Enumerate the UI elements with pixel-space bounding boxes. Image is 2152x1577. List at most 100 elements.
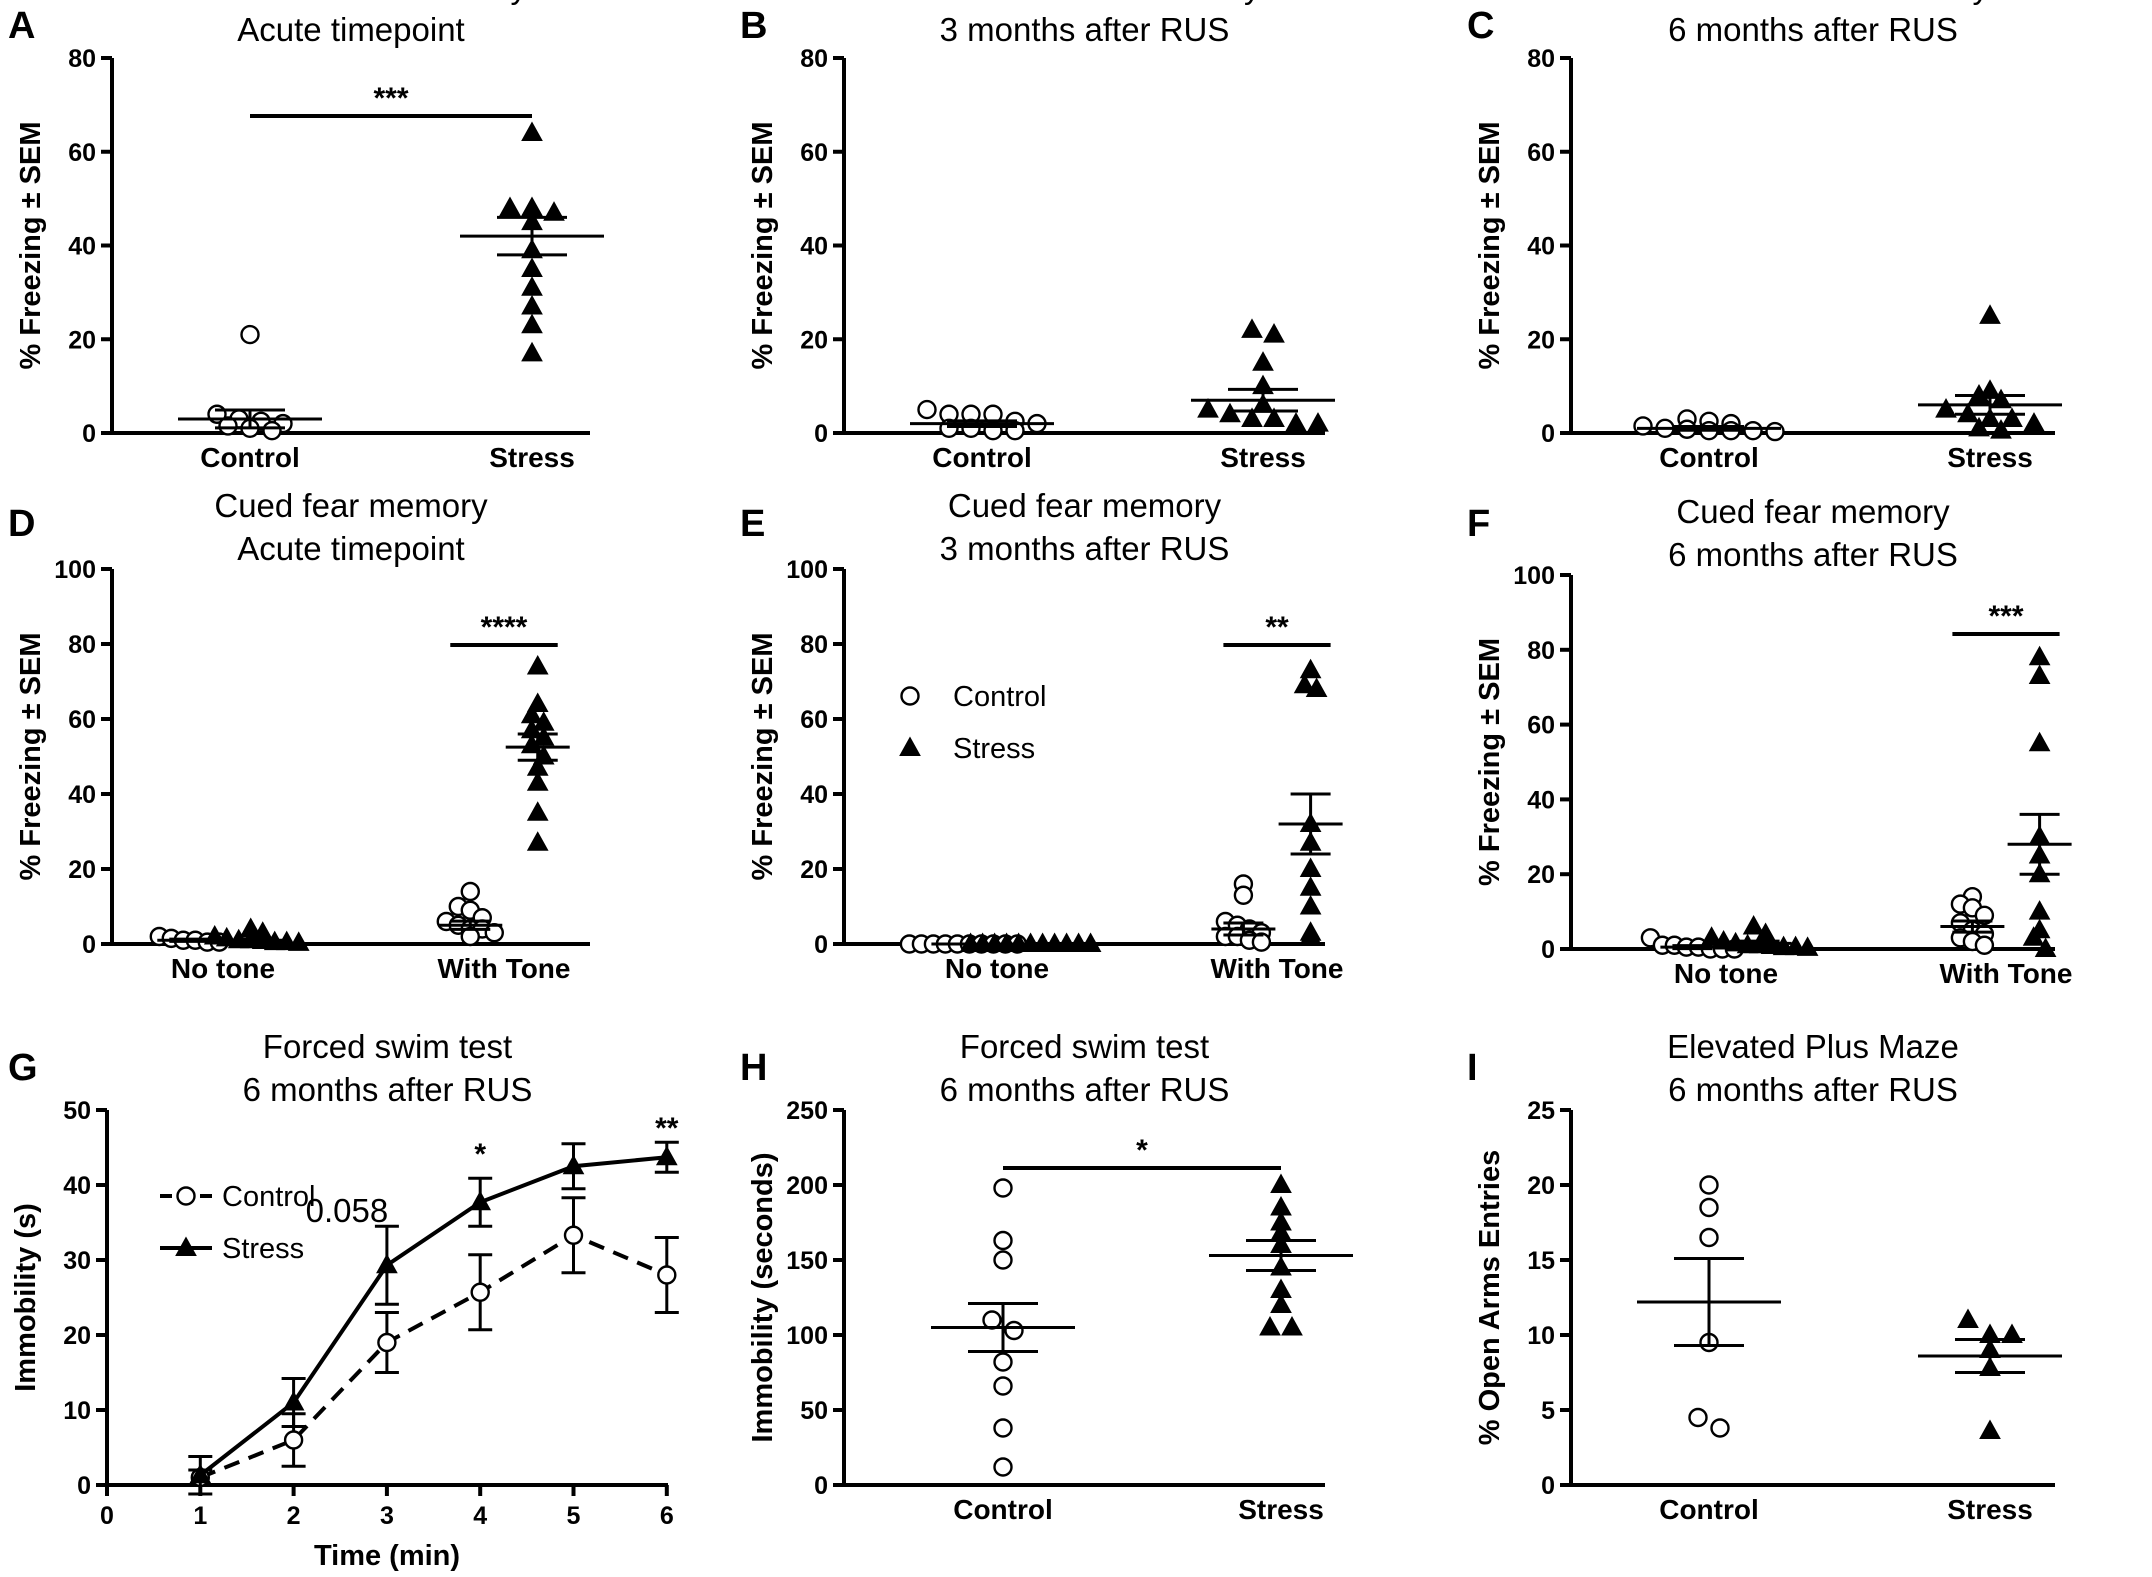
- panel-f: F Cued fear memory 6 months after RUS 0 20 40…: [1467, 493, 2072, 989]
- data-point: [543, 201, 565, 221]
- y-tick-label: 20: [1527, 861, 1555, 889]
- significance-label: ***: [1988, 600, 2023, 633]
- legend-label: Stress: [222, 1233, 304, 1265]
- x-category-label: Control: [932, 442, 1032, 473]
- data-point: [993, 1457, 1013, 1477]
- data-point: [1979, 304, 2001, 324]
- data-point: [1004, 1320, 1024, 1341]
- y-axis-label: % Freezing ± SEM: [747, 122, 779, 370]
- data-point: [262, 420, 282, 441]
- significance-label: ****: [481, 611, 528, 644]
- panel-b: B Contextual fear memory 3 months after RU…: [740, 0, 1335, 473]
- panel-letter: H: [740, 1047, 767, 1089]
- data-point: [1219, 402, 1241, 423]
- data-point: [917, 399, 937, 420]
- data-point: [1263, 407, 1285, 427]
- y-axis-label: % Open Arms Entries: [1474, 1150, 1506, 1445]
- data-point: [499, 196, 521, 216]
- data-point: [1299, 857, 1322, 877]
- data-point: [460, 881, 480, 902]
- y-tick-label: 5: [1541, 1397, 1555, 1425]
- y-axis-label: Immobility (s): [10, 1203, 42, 1392]
- chart-title: Cued fear memory: [1676, 493, 1950, 530]
- data-point: [1307, 412, 1329, 432]
- y-tick-label: 100: [1513, 562, 1555, 590]
- chart-title: Cued fear memory: [948, 487, 1222, 524]
- data-point: [1197, 398, 1219, 418]
- data-point: [526, 801, 549, 821]
- y-tick-label: 0: [814, 1472, 828, 1500]
- chart-title: 6 months after RUS: [1668, 536, 1958, 573]
- y-tick-label: 10: [63, 1397, 91, 1425]
- panel-c: C Contextual fear memory 6 months after RU…: [1467, 0, 2062, 473]
- chart-title: Contextual fear memory: [1637, 0, 1990, 5]
- data-point: [283, 1430, 304, 1450]
- data-point: [282, 1390, 305, 1411]
- data-point: [1699, 1197, 1719, 1218]
- data-point: [1252, 351, 1274, 371]
- x-tick-label: 3: [380, 1502, 394, 1530]
- data-point: [1710, 1418, 1730, 1438]
- data-point: [993, 1250, 1013, 1270]
- data-point: [562, 1154, 585, 1175]
- data-point: [1633, 416, 1653, 436]
- data-point: [377, 1332, 397, 1353]
- panel-h: H Forced swim test 6 months after RUS 0 50 10…: [740, 1028, 1353, 1525]
- data-point: [2028, 645, 2051, 666]
- chart-title: Contextual fear memory: [175, 0, 528, 5]
- x-category-label: No tone: [1674, 958, 1778, 989]
- y-tick-label: 15: [1527, 1247, 1555, 1275]
- data-point: [1299, 876, 1322, 896]
- x-tick-label: 5: [567, 1502, 581, 1530]
- y-tick-label: 0: [814, 420, 828, 448]
- y-tick-label: 100: [786, 556, 828, 584]
- data-point: [993, 1376, 1013, 1396]
- data-point: [526, 831, 549, 851]
- data-point: [287, 931, 310, 951]
- data-point: [655, 1145, 678, 1166]
- data-point: [1688, 1407, 1708, 1428]
- series-line: [199, 1155, 667, 1477]
- y-axis-label: Immobility (seconds): [747, 1152, 779, 1442]
- y-axis-label: % Freezing ± SEM: [747, 633, 779, 881]
- x-tick-label: 0: [100, 1502, 114, 1530]
- y-tick-label: 80: [800, 45, 828, 73]
- legend-marker: [176, 1186, 196, 1206]
- y-tick-label: 0: [1541, 936, 1555, 964]
- x-category-label: With Tone: [1940, 958, 2073, 989]
- x-category-label: Control: [1659, 442, 1759, 473]
- significance-label: **: [1265, 611, 1289, 644]
- data-point: [521, 294, 543, 315]
- panel-letter: A: [8, 5, 35, 47]
- data-point: [2034, 937, 2057, 957]
- y-tick-label: 20: [68, 326, 96, 354]
- data-point: [993, 1352, 1013, 1372]
- x-category-label: Stress: [1947, 1494, 2033, 1525]
- y-tick-label: 100: [786, 1322, 828, 1350]
- annotation-label: *: [474, 1138, 486, 1171]
- chart-title: Forced swim test: [960, 1028, 1209, 1065]
- data-point: [1957, 1308, 1979, 1328]
- data-point: [1299, 924, 1322, 945]
- chart-title: Acute timepoint: [237, 11, 464, 48]
- data-point: [1699, 1227, 1719, 1248]
- data-point: [1968, 416, 1990, 437]
- y-tick-label: 30: [63, 1247, 91, 1275]
- x-tick-label: 1: [193, 1502, 207, 1530]
- chart-title: 6 months after RUS: [243, 1071, 533, 1108]
- data-point: [1079, 932, 1102, 952]
- data-point: [1765, 421, 1785, 442]
- data-point: [470, 1282, 490, 1302]
- y-tick-label: 50: [800, 1397, 828, 1425]
- y-tick-label: 20: [800, 856, 828, 884]
- y-tick-label: 0: [1541, 420, 1555, 448]
- data-point: [1233, 885, 1254, 905]
- data-point: [982, 1310, 1002, 1330]
- y-tick-label: 20: [63, 1322, 91, 1350]
- data-point: [521, 313, 543, 334]
- data-point: [1241, 318, 1263, 338]
- y-tick-label: 40: [68, 781, 96, 809]
- y-tick-label: 60: [1527, 139, 1555, 167]
- y-tick-label: 100: [54, 556, 96, 584]
